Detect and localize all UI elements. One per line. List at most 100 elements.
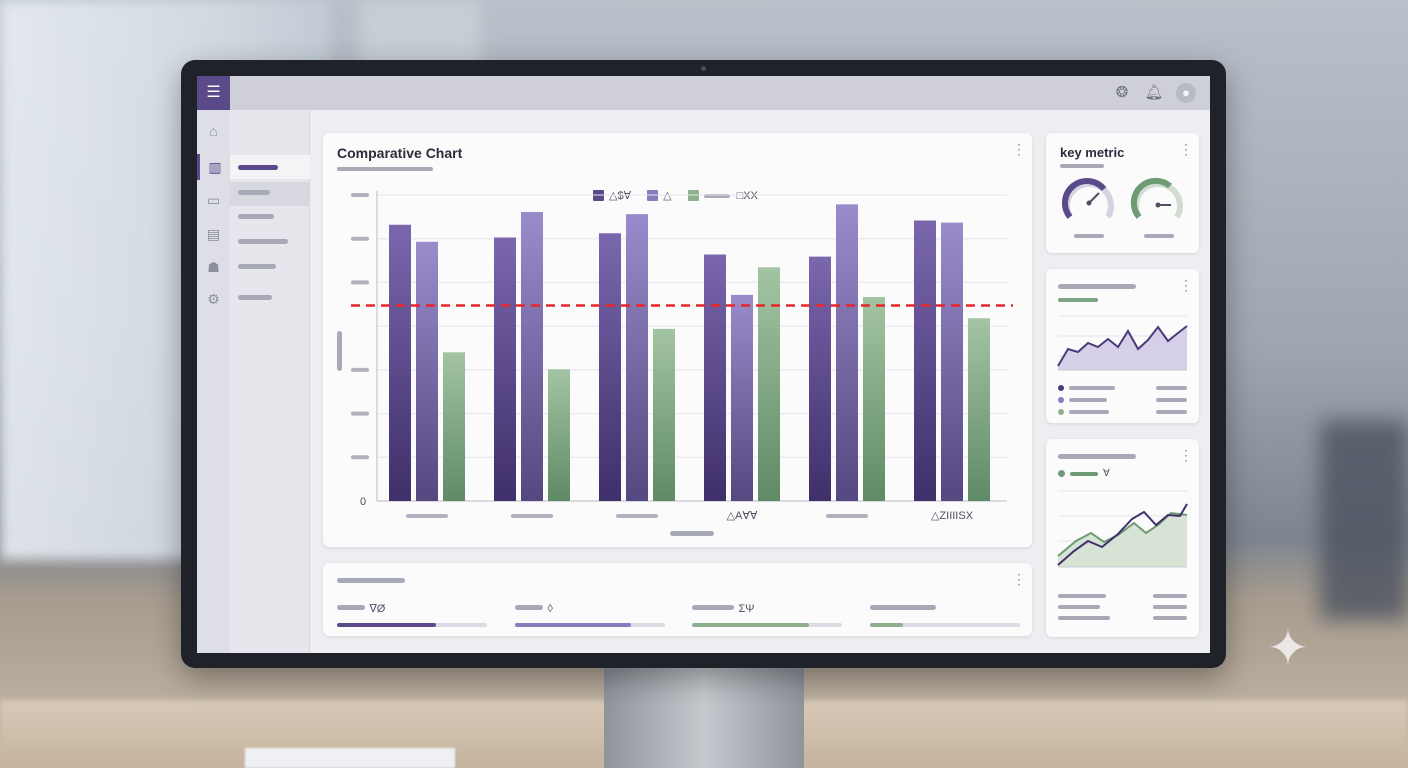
kpi-progress-track bbox=[337, 623, 487, 627]
card-title-placeholder bbox=[1058, 284, 1136, 289]
bar-3 bbox=[968, 318, 990, 501]
desk-paper bbox=[245, 748, 455, 768]
bar-2 bbox=[941, 222, 963, 501]
monitor-stand bbox=[604, 664, 804, 768]
x-axis-title-placeholder bbox=[670, 531, 714, 536]
menu-icon[interactable]: ☰ bbox=[197, 76, 230, 110]
kpi-label-placeholder bbox=[515, 605, 543, 611]
y-axis-scroll-handle[interactable] bbox=[337, 331, 342, 371]
left-icon-rail: ⌂ ▥ ▭ ▤ ☗ ⚙ bbox=[197, 110, 230, 653]
bar-3 bbox=[443, 352, 465, 501]
x-tick-label: △ZIIIISX bbox=[931, 510, 974, 522]
y-tick-label-placeholder bbox=[351, 236, 369, 241]
gauge-label-placeholder bbox=[1144, 234, 1174, 238]
y-tick-label: 0 bbox=[360, 496, 366, 508]
home-icon[interactable]: ⌂ bbox=[209, 123, 218, 139]
kpi-progress-track bbox=[870, 623, 1020, 627]
main-content: Comparative Chart ⋮ △$∀ △ □XX bbox=[310, 110, 1210, 653]
nav-item-2[interactable] bbox=[230, 182, 310, 206]
bar-series bbox=[389, 204, 990, 501]
kpi-item: ◊ bbox=[515, 599, 665, 627]
bar-1 bbox=[599, 233, 621, 501]
bell-icon[interactable]: 🔔︎ bbox=[1144, 84, 1164, 101]
bar-2 bbox=[626, 214, 648, 501]
key-metric-card: key metric ⋮ bbox=[1046, 133, 1199, 253]
top-bar-icons: ❂ 🔔︎ ● bbox=[1112, 83, 1196, 103]
key-metric-subtitle bbox=[1060, 164, 1104, 168]
kpi-progress-fill bbox=[515, 623, 631, 627]
card-subtitle-placeholder bbox=[1058, 298, 1098, 302]
gauge-label-placeholder bbox=[1074, 234, 1104, 238]
card-title-placeholder bbox=[1058, 454, 1136, 459]
bar-chart-icon[interactable]: ▥ bbox=[197, 154, 230, 180]
bar-1 bbox=[704, 254, 726, 501]
y-tick-label-placeholder bbox=[351, 280, 369, 285]
y-axis-ticks: 0 bbox=[351, 193, 369, 508]
x-tick-label: △A∀∀ bbox=[727, 510, 758, 522]
nav-item-6[interactable] bbox=[230, 287, 310, 311]
gauge-purple bbox=[1061, 177, 1114, 219]
bar-1 bbox=[494, 237, 516, 501]
trend-area-card: ⋮ bbox=[1046, 269, 1199, 423]
legend-label: ∀ bbox=[1103, 468, 1110, 479]
card-legend: ∀ bbox=[1058, 468, 1110, 479]
kpi-item bbox=[870, 599, 1020, 627]
webcam bbox=[701, 66, 706, 71]
background-object bbox=[1320, 420, 1408, 620]
kpi-label: ◊ bbox=[547, 603, 553, 615]
kpi-progress-track bbox=[515, 623, 665, 627]
nav-item-4[interactable] bbox=[230, 230, 310, 254]
kebab-menu-icon[interactable]: ⋮ bbox=[1012, 571, 1026, 587]
nav-item-analytics[interactable] bbox=[230, 155, 310, 179]
dashboard-screen: ☰ ❂ 🔔︎ ● ⌂ ▥ ▭ ▤ ☗ ⚙ bbox=[197, 76, 1210, 653]
nav-item-label bbox=[238, 239, 288, 244]
trend-line-card: ⋮ ∀ bbox=[1046, 439, 1199, 637]
nav-item-label bbox=[238, 214, 274, 219]
kpi-label: ΣΨ bbox=[738, 603, 755, 615]
kpi-progress-fill bbox=[337, 623, 436, 627]
gauge-green bbox=[1130, 177, 1183, 219]
gear-icon[interactable]: ⚙ bbox=[207, 291, 220, 307]
bar-chart: 0 △A∀∀ △ZIIIISX bbox=[351, 191, 1013, 522]
nav-item-label bbox=[238, 264, 276, 269]
area-sparkline bbox=[1057, 315, 1188, 415]
nav-item-label bbox=[238, 165, 278, 170]
kpi-label-placeholder bbox=[337, 605, 365, 611]
x-tick-label-placeholder bbox=[511, 514, 553, 518]
kpi-label: ∇Ø bbox=[369, 603, 386, 615]
kpi-label-placeholder bbox=[870, 605, 936, 611]
nav-item-5[interactable] bbox=[230, 256, 310, 280]
kpi-strip-card: ⋮ ∇Ø ◊ ΣΨ bbox=[323, 563, 1032, 636]
monitor: ☰ ❂ 🔔︎ ● ⌂ ▥ ▭ ▤ ☗ ⚙ bbox=[181, 60, 1226, 668]
bar-1 bbox=[914, 220, 936, 501]
x-tick-label-placeholder bbox=[406, 514, 448, 518]
legend-label: △ bbox=[663, 190, 672, 202]
nav-panel bbox=[230, 110, 310, 653]
kpi-label-placeholder bbox=[692, 605, 734, 611]
inbox-icon[interactable]: ▭ bbox=[206, 192, 221, 208]
chart-subtitle-placeholder bbox=[337, 167, 433, 171]
x-axis: △A∀∀ △ZIIIISX bbox=[406, 510, 974, 522]
nav-item-3[interactable] bbox=[230, 206, 310, 230]
bar-2 bbox=[416, 241, 438, 501]
bar-2 bbox=[836, 204, 858, 501]
key-metric-title: key metric bbox=[1060, 145, 1125, 160]
kpi-item: ΣΨ bbox=[692, 599, 842, 627]
bar-3 bbox=[758, 267, 780, 501]
bar-3 bbox=[863, 297, 885, 501]
users-icon[interactable]: ☗ bbox=[207, 259, 220, 275]
report-icon[interactable]: ▤ bbox=[206, 226, 221, 242]
line-sparkline bbox=[1057, 490, 1188, 620]
top-bar: ☰ ❂ 🔔︎ ● bbox=[197, 76, 1210, 110]
help-icon[interactable]: ❂ bbox=[1115, 84, 1129, 101]
bar-3 bbox=[653, 328, 675, 501]
user-avatar-icon[interactable]: ● bbox=[1176, 83, 1196, 103]
nav-item-label bbox=[238, 190, 270, 195]
x-tick-label-placeholder bbox=[826, 514, 868, 518]
comparative-chart-card: Comparative Chart ⋮ △$∀ △ □XX bbox=[323, 133, 1032, 547]
sparkle-icon: ✦ bbox=[1267, 620, 1309, 676]
bar-1 bbox=[809, 256, 831, 501]
kpi-item: ∇Ø bbox=[337, 599, 487, 627]
legend-label-placeholder bbox=[1070, 471, 1098, 476]
bar-2 bbox=[731, 294, 753, 501]
